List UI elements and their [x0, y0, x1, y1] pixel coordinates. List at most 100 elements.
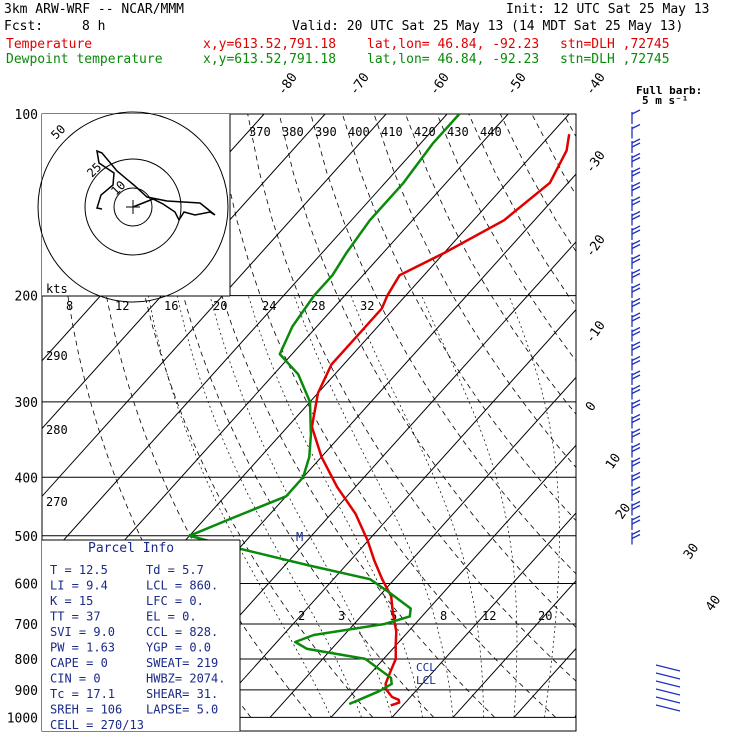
- parcel-info-right: LAPSE= 5.0: [146, 703, 218, 717]
- dry-adiabat-line: [563, 114, 576, 138]
- parcel-info-title: Parcel Info: [88, 541, 174, 556]
- wind-barb-flag: [631, 156, 641, 163]
- hodograph-ring: [37, 111, 229, 303]
- wind-barb-staff: [655, 688, 681, 696]
- isotherm-line: [574, 715, 576, 718]
- parcel-info-right: Td = 5.7: [146, 563, 204, 577]
- isotherm-label: 20: [613, 501, 634, 522]
- parcel-info-left: Tc = 17.1: [50, 687, 115, 701]
- parcel-info-left: SVI = 9.0: [50, 625, 115, 639]
- parcel-info-left: SREH = 106: [50, 703, 122, 717]
- wind-barb-flag: [631, 181, 641, 188]
- parcel-info-left: K = 15: [50, 594, 93, 608]
- wind-barb-flag: [631, 359, 641, 366]
- parcel-info-right: CCL = 828.: [146, 625, 218, 639]
- hodograph-tick-label: 32: [360, 299, 374, 313]
- wind-barb-flag: [631, 297, 641, 304]
- wind-barb-flag: [631, 461, 641, 467]
- parcel-info-right: SHEAR= 31.: [146, 687, 218, 701]
- wind-barb-flag: [631, 403, 641, 409]
- wind-barb-flag: [631, 123, 641, 130]
- theta-label: 390: [315, 125, 337, 139]
- wind-barb-flag: [631, 138, 641, 144]
- wind-barb-flag: [631, 229, 641, 235]
- hodograph-tick-label: 24: [262, 299, 276, 313]
- hodograph-speed-unit: kts: [46, 282, 68, 296]
- wind-barb-flag: [631, 355, 641, 362]
- isotherm-label: 10: [603, 451, 624, 472]
- wind-barb-flag: [631, 490, 641, 496]
- wind-barb-flag: [631, 529, 641, 536]
- wind-barb-flag: [631, 109, 641, 115]
- isotherm-label: -70: [347, 70, 373, 98]
- hodograph-tick-label: 8: [66, 299, 73, 313]
- parcel-info-left: LI = 9.4: [50, 579, 108, 593]
- wind-barb-flag: [631, 442, 641, 449]
- wind-barb-flag: [631, 388, 641, 395]
- wind-barb-flag: [631, 254, 641, 260]
- parcel-info-left: TT = 37: [50, 610, 101, 624]
- wind-barb-flag: [631, 384, 641, 391]
- dry-adiabat-line: [57, 114, 252, 718]
- pressure-tick-label: 400: [15, 471, 38, 486]
- isotherm-line: [42, 114, 448, 565]
- temperature-legend-station: stn=DLH ,72745: [560, 37, 670, 52]
- moist-adiabat-line: [636, 296, 740, 718]
- mixing-ratio-label: 8: [440, 609, 447, 623]
- model-title: 3km ARW-WRF -- NCAR/MMM: [4, 2, 185, 17]
- wind-barb-flag: [631, 268, 641, 275]
- wind-barb-flag: [631, 283, 641, 289]
- isotherm-line: [269, 376, 576, 718]
- wind-barb-flag: [631, 243, 641, 250]
- wind-barb-flag: [631, 214, 641, 221]
- parcel-info-right: HWBZ= 2074.: [146, 672, 225, 686]
- dry-adiabat-line: [531, 114, 576, 196]
- pressure-tick-label: 700: [15, 618, 38, 633]
- wind-barb-flag: [631, 413, 641, 420]
- wind-barb-flag: [631, 196, 641, 202]
- dry-adiabat-line: [152, 114, 435, 718]
- dewpoint-legend-station: stn=DLH ,72745: [560, 52, 670, 67]
- dry-adiabat-line: [468, 114, 576, 307]
- dry-adiabat-line: [627, 114, 740, 717]
- hodograph-tick-label: 28: [311, 299, 325, 313]
- isotherm-line: [208, 308, 576, 718]
- forecast-label: Fcst:: [4, 19, 44, 34]
- barb-legend-title: Full barb:: [636, 84, 702, 97]
- wind-barb-flag: [631, 399, 641, 405]
- parcel-info-right: LFC = 0.: [146, 594, 204, 608]
- moist-adiabat-line: [508, 295, 560, 718]
- wind-barb-flag: [631, 457, 641, 463]
- wind-barb-flag: [631, 428, 641, 434]
- isotherm-label: -30: [583, 148, 609, 176]
- isotherm-line: [636, 114, 740, 717]
- wind-barb-flag: [631, 152, 641, 159]
- wind-barb-flag: [631, 370, 641, 376]
- moist-adiabat-line: [293, 295, 454, 718]
- barb-legend-unit: 5 m s⁻¹: [642, 94, 688, 107]
- temperature-legend-xy: x,y=613.52,791.18: [203, 37, 337, 52]
- isotherm-label: -20: [583, 232, 609, 260]
- wind-barb-flag: [631, 417, 641, 424]
- parcel-info-left: CAPE = 0: [50, 656, 108, 670]
- melting-level-marker: M: [296, 530, 303, 544]
- wind-barb-staff: [655, 664, 681, 672]
- theta-side-label: 290: [46, 349, 68, 363]
- mixing-ratio-label: 12: [482, 609, 496, 623]
- isotherm-label: 0: [583, 399, 600, 414]
- parcel-info-left: T = 12.5: [50, 563, 108, 577]
- wind-barb-flag: [631, 533, 641, 540]
- pressure-tick-label: 600: [15, 578, 38, 593]
- dry-adiabat-line: [247, 114, 576, 682]
- wind-barb-flag: [631, 185, 641, 192]
- temperature-legend-latlon: lat,lon= 46.84, -92.23: [367, 37, 540, 52]
- dry-adiabat-line: [310, 114, 576, 575]
- isotherm-label: -80: [275, 70, 301, 98]
- wind-barb-flag: [631, 374, 641, 380]
- dry-adiabat-line: [690, 114, 740, 717]
- plot-frame: [41, 113, 577, 732]
- isotherm-line: [42, 114, 326, 430]
- moist-adiabat-line: [574, 710, 576, 718]
- moist-adiabat-line: [421, 295, 518, 718]
- dry-adiabat-line: [121, 114, 374, 718]
